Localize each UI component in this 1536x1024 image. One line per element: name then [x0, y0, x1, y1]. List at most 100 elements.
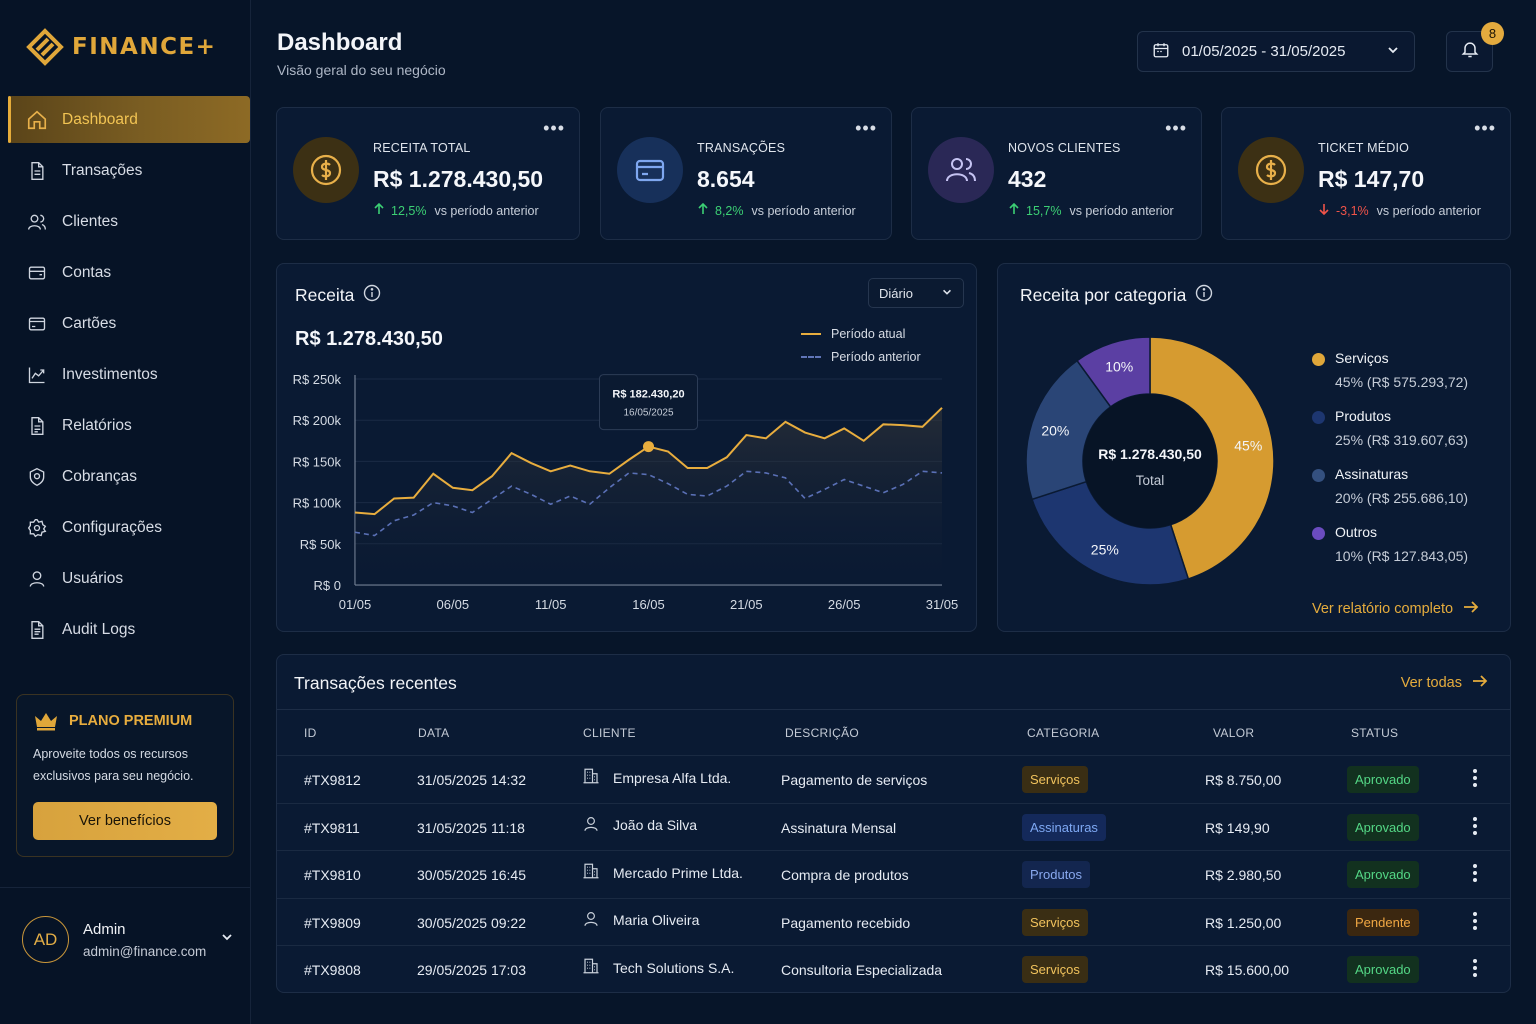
chevron-down-icon[interactable] — [220, 930, 234, 949]
nav-label: Cobranças — [62, 467, 137, 485]
stat-delta-vs: vs período anterior — [1069, 203, 1174, 218]
more-options-icon[interactable]: ••• — [1474, 118, 1496, 138]
cell-description: Pagamento de serviços — [781, 772, 928, 788]
column-header: DESCRIÇÃO — [785, 726, 860, 740]
nav-item-cartoes[interactable]: Cartões — [8, 300, 250, 347]
see-benefits-button[interactable]: Ver benefícios — [33, 802, 217, 840]
table-row[interactable]: #TX9809 30/05/2025 09:22 Maria Oliveira Pag… — [277, 897, 1510, 945]
nav-label: Audit Logs — [62, 620, 136, 638]
nav-item-configuracoes[interactable]: Configurações — [8, 504, 250, 551]
stat-value: R$ 147,70 — [1318, 166, 1425, 192]
date-range-picker[interactable]: 01/05/2025 - 31/05/2025 — [1137, 31, 1415, 72]
table-row[interactable]: #TX9810 30/05/2025 16:45 Mercado Prime Ltd… — [277, 850, 1510, 897]
table-row[interactable]: #TX9808 29/05/2025 17:03 Tech Solutions S.… — [277, 945, 1510, 992]
nav-item-audit-logs[interactable]: Audit Logs — [8, 606, 250, 653]
x-tick-label: 21/05 — [730, 597, 763, 612]
row-menu-icon[interactable] — [1472, 863, 1478, 886]
cell-status: Aprovado — [1347, 861, 1419, 888]
nav-item-dashboard[interactable]: Dashboard — [8, 96, 250, 143]
status-badge: Aprovado — [1347, 861, 1419, 888]
row-menu-icon[interactable] — [1472, 768, 1478, 791]
nav-item-clientes[interactable]: Clientes — [8, 198, 250, 245]
cell-id: #TX9810 — [304, 867, 361, 883]
revenue-line-chart: R$ 0 R$ 50k R$ 100k R$ 150k R$ 200k R$ 250k 01… — [293, 372, 959, 612]
more-options-icon[interactable]: ••• — [855, 118, 877, 138]
see-all-link[interactable]: Ver todas — [1401, 674, 1488, 692]
row-menu-icon[interactable] — [1472, 816, 1478, 839]
column-header: CATEGORIA — [1027, 726, 1100, 740]
nav-item-usuarios[interactable]: Usuários — [8, 555, 250, 602]
cell-category: Serviços — [1022, 908, 1088, 936]
app-logo[interactable]: FINANCE+ — [26, 28, 216, 66]
stat-card-ticket-medio: TICKET MÉDIO R$ 147,70 -3,1% vs período … — [1221, 107, 1511, 240]
cell-date: 30/05/2025 09:22 — [417, 914, 526, 931]
nav-item-transacoes[interactable]: Transações — [8, 147, 250, 194]
stat-delta-value: -3,1% — [1336, 203, 1369, 218]
table-row[interactable]: #TX9811 31/05/2025 11:18 João da Silva Assi… — [277, 802, 1510, 850]
chart-icon — [26, 364, 48, 386]
table-row[interactable]: #TX9812 31/05/2025 14:32 Empresa Alfa Ltda… — [277, 755, 1510, 802]
more-options-icon[interactable]: ••• — [543, 118, 565, 138]
slice-label: 25% — [1091, 542, 1119, 558]
nav-item-cobrancas[interactable]: Cobranças — [8, 453, 250, 500]
notifications-button[interactable]: 8 — [1446, 22, 1504, 72]
info-icon[interactable] — [1195, 284, 1213, 307]
sidebar: FINANCE+ Dashboard Transações Clientes C… — [0, 0, 251, 1024]
legend-item-previous: Período anterior — [801, 350, 921, 364]
cell-id: #TX9809 — [304, 914, 361, 931]
cell-description: Pagamento recebido — [781, 914, 911, 931]
stat-label: NOVOS CLIENTES — [1008, 141, 1121, 155]
client-name: Maria Oliveira — [613, 912, 700, 928]
y-tick-label: R$ 200k — [293, 413, 342, 428]
legend-item-servicos: Serviços 45% (R$ 575.293,72) — [1312, 350, 1468, 390]
users-icon — [26, 211, 48, 233]
full-report-link[interactable]: Ver relatório completo — [1312, 600, 1479, 618]
stat-value: 432 — [1008, 166, 1047, 192]
cell-description: Consultoria Especializada — [781, 962, 943, 978]
users-icon — [928, 137, 994, 203]
stat-delta-vs: vs período anterior — [434, 203, 539, 218]
nav-item-investimentos[interactable]: Investimentos — [8, 351, 250, 398]
nav-label: Relatórios — [62, 416, 132, 434]
user-profile[interactable]: AD Admin admin@finance.com — [22, 916, 234, 963]
donut-slice[interactable] — [1149, 336, 1275, 580]
row-menu-icon[interactable] — [1472, 911, 1478, 934]
table-divider — [277, 709, 1510, 710]
chart-legend: Período atual Período anterior — [801, 327, 921, 373]
period-select[interactable]: Diário — [868, 278, 964, 308]
client-name: Mercado Prime Ltda. — [613, 864, 743, 881]
cell-value: R$ 8.750,00 — [1205, 772, 1282, 788]
cell-description: Compra de produtos — [781, 867, 909, 883]
legend-dot — [1312, 353, 1325, 366]
legend-name: Assinaturas — [1335, 466, 1409, 482]
credit-card-icon — [617, 137, 683, 203]
stat-delta-value: 8,2% — [715, 203, 744, 218]
row-menu-icon[interactable] — [1472, 958, 1478, 981]
legend-item-current: Período atual — [801, 327, 921, 341]
nav-item-relatorios[interactable]: Relatórios — [8, 402, 250, 449]
stat-delta-vs: vs período anterior — [1376, 203, 1481, 218]
cell-date: 29/05/2025 17:03 — [417, 962, 526, 978]
legend-swatch — [801, 332, 821, 336]
user-name: Admin — [83, 920, 126, 938]
y-tick-label: R$ 100k — [293, 496, 342, 511]
cell-id: #TX9812 — [304, 772, 361, 788]
legend-detail: 45% (R$ 575.293,72) — [1335, 374, 1469, 390]
column-header: STATUS — [1351, 726, 1399, 740]
stat-delta: 8,2% vs período anterior — [697, 202, 856, 218]
x-tick-label: 26/05 — [828, 597, 861, 612]
dollar-coin-icon — [1238, 137, 1304, 203]
app-name: FINANCE+ — [72, 34, 217, 60]
sidebar-divider — [0, 887, 251, 888]
premium-title: PLANO PREMIUM — [33, 711, 217, 731]
client-name: João da Silva — [613, 817, 698, 833]
nav-label: Dashboard — [62, 110, 138, 128]
highlighted-point[interactable] — [643, 441, 654, 453]
more-options-icon[interactable]: ••• — [1165, 118, 1187, 138]
nav-item-contas[interactable]: Contas — [8, 249, 250, 296]
cell-client: Mercado Prime Ltda. — [582, 862, 743, 883]
page-title: Dashboard — [277, 29, 403, 56]
stat-value: 8.654 — [697, 166, 755, 192]
table-header: ID DATA CLIENTE DESCRIÇÃO CATEGORIA VALO… — [277, 710, 1510, 755]
info-icon[interactable] — [363, 284, 381, 307]
